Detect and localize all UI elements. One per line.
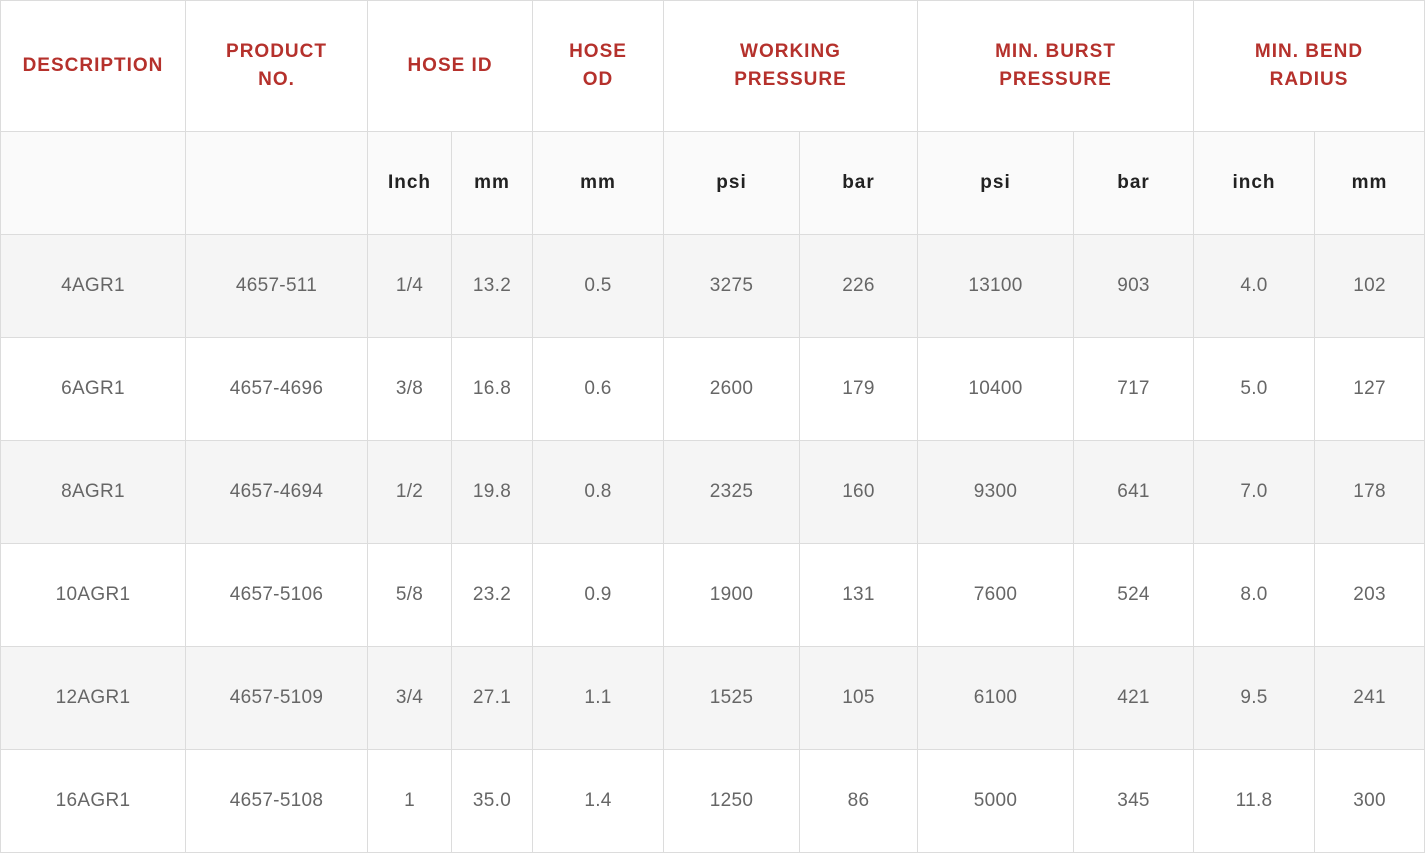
unit-working-bar: bar (799, 131, 918, 235)
cell-hose-id-mm: 35.0 (451, 749, 533, 853)
cell-bend-inch: 9.5 (1193, 646, 1316, 750)
cell-bend-inch: 8.0 (1193, 543, 1316, 647)
cell-bend-mm: 102 (1314, 234, 1425, 338)
header-description: DESCRIPTION (0, 0, 186, 132)
unit-bend-inch: inch (1193, 131, 1316, 235)
cell-hose-id-inch: 3/4 (367, 646, 452, 750)
cell-working-bar: 226 (799, 234, 918, 338)
cell-burst-bar: 903 (1072, 234, 1195, 338)
cell-bend-mm: 127 (1314, 337, 1425, 441)
cell-burst-bar: 421 (1072, 646, 1195, 750)
cell-description: 6AGR1 (0, 337, 186, 441)
cell-burst-psi: 6100 (917, 646, 1074, 750)
cell-bend-mm: 300 (1314, 749, 1425, 853)
cell-working-bar: 105 (799, 646, 918, 750)
cell-working-psi: 1250 (663, 749, 800, 853)
cell-description: 4AGR1 (0, 234, 186, 338)
cell-burst-bar: 345 (1072, 749, 1195, 853)
cell-hose-id-inch: 5/8 (367, 543, 452, 647)
cell-product-no: 4657-5108 (185, 749, 368, 853)
cell-bend-mm: 203 (1314, 543, 1425, 647)
cell-hose-id-inch: 3/8 (367, 337, 452, 441)
cell-burst-psi: 7600 (917, 543, 1074, 647)
unit-empty-product (185, 131, 368, 235)
cell-working-bar: 131 (799, 543, 918, 647)
cell-hose-id-mm: 13.2 (451, 234, 533, 338)
cell-burst-bar: 524 (1072, 543, 1195, 647)
cell-hose-id-inch: 1/4 (367, 234, 452, 338)
cell-hose-od-mm: 0.8 (532, 440, 664, 544)
cell-hose-od-mm: 1.4 (532, 749, 664, 853)
cell-description: 12AGR1 (0, 646, 186, 750)
cell-working-psi: 1525 (663, 646, 800, 750)
table-row: 12AGR1 4657-5109 3/4 27.1 1.1 1525 105 6100 421 9… (0, 646, 1425, 750)
cell-working-psi: 1900 (663, 543, 800, 647)
cell-hose-id-inch: 1/2 (367, 440, 452, 544)
cell-bend-inch: 5.0 (1193, 337, 1316, 441)
cell-hose-id-mm: 16.8 (451, 337, 533, 441)
table-row: 4AGR1 4657-511 1/4 13.2 0.5 3275 226 13100 903 4.… (0, 234, 1425, 338)
header-working-pressure: WORKING PRESSURE (663, 0, 918, 132)
header-product-no: PRODUCT NO. (185, 0, 368, 132)
cell-bend-mm: 241 (1314, 646, 1425, 750)
cell-hose-id-inch: 1 (367, 749, 452, 853)
table-row: 16AGR1 4657-5108 1 35.0 1.4 1250 86 5000 345 11.8… (0, 749, 1425, 853)
table-row: 8AGR1 4657-4694 1/2 19.8 0.8 2325 160 9300 641 7.… (0, 440, 1425, 544)
unit-bend-mm: mm (1314, 131, 1425, 235)
cell-product-no: 4657-5106 (185, 543, 368, 647)
cell-burst-psi: 10400 (917, 337, 1074, 441)
cell-product-no: 4657-4696 (185, 337, 368, 441)
cell-working-bar: 86 (799, 749, 918, 853)
cell-working-bar: 160 (799, 440, 918, 544)
table-row: 10AGR1 4657-5106 5/8 23.2 0.9 1900 131 7600 524 8… (0, 543, 1425, 647)
cell-hose-id-mm: 19.8 (451, 440, 533, 544)
table-row: 6AGR1 4657-4696 3/8 16.8 0.6 2600 179 10400 717 5… (0, 337, 1425, 441)
cell-working-psi: 2325 (663, 440, 800, 544)
unit-burst-bar: bar (1072, 131, 1195, 235)
cell-bend-inch: 7.0 (1193, 440, 1316, 544)
header-hose-od: HOSE OD (532, 0, 664, 132)
cell-product-no: 4657-511 (185, 234, 368, 338)
cell-product-no: 4657-4694 (185, 440, 368, 544)
cell-working-psi: 3275 (663, 234, 800, 338)
header-row: DESCRIPTION PRODUCT NO. HOSE ID HOSE OD … (0, 0, 1425, 132)
unit-hose-od-mm: mm (532, 131, 664, 235)
unit-working-psi: psi (663, 131, 800, 235)
header-hose-id: HOSE ID (367, 0, 533, 132)
cell-burst-psi: 5000 (917, 749, 1074, 853)
header-min-bend-radius: MIN. BEND RADIUS (1193, 0, 1425, 132)
cell-hose-od-mm: 0.6 (532, 337, 664, 441)
cell-hose-od-mm: 1.1 (532, 646, 664, 750)
cell-burst-psi: 9300 (917, 440, 1074, 544)
cell-bend-inch: 11.8 (1193, 749, 1316, 853)
cell-bend-mm: 178 (1314, 440, 1425, 544)
cell-hose-od-mm: 0.9 (532, 543, 664, 647)
cell-burst-bar: 717 (1072, 337, 1195, 441)
cell-hose-id-mm: 27.1 (451, 646, 533, 750)
cell-description: 10AGR1 (0, 543, 186, 647)
header-min-burst-pressure: MIN. BURST PRESSURE (916, 0, 1195, 132)
unit-empty-description (0, 131, 186, 235)
cell-working-bar: 179 (799, 337, 918, 441)
cell-burst-psi: 13100 (917, 234, 1074, 338)
unit-hose-id-mm: mm (451, 131, 533, 235)
cell-product-no: 4657-5109 (185, 646, 368, 750)
cell-description: 16AGR1 (0, 749, 186, 853)
cell-burst-bar: 641 (1072, 440, 1195, 544)
unit-hose-id-inch: Inch (367, 131, 452, 235)
cell-hose-id-mm: 23.2 (451, 543, 533, 647)
cell-hose-od-mm: 0.5 (532, 234, 664, 338)
unit-burst-psi: psi (917, 131, 1074, 235)
cell-description: 8AGR1 (0, 440, 186, 544)
unit-row: Inch mm mm psi bar psi bar inch mm (0, 131, 1425, 235)
cell-bend-inch: 4.0 (1193, 234, 1316, 338)
cell-working-psi: 2600 (663, 337, 800, 441)
